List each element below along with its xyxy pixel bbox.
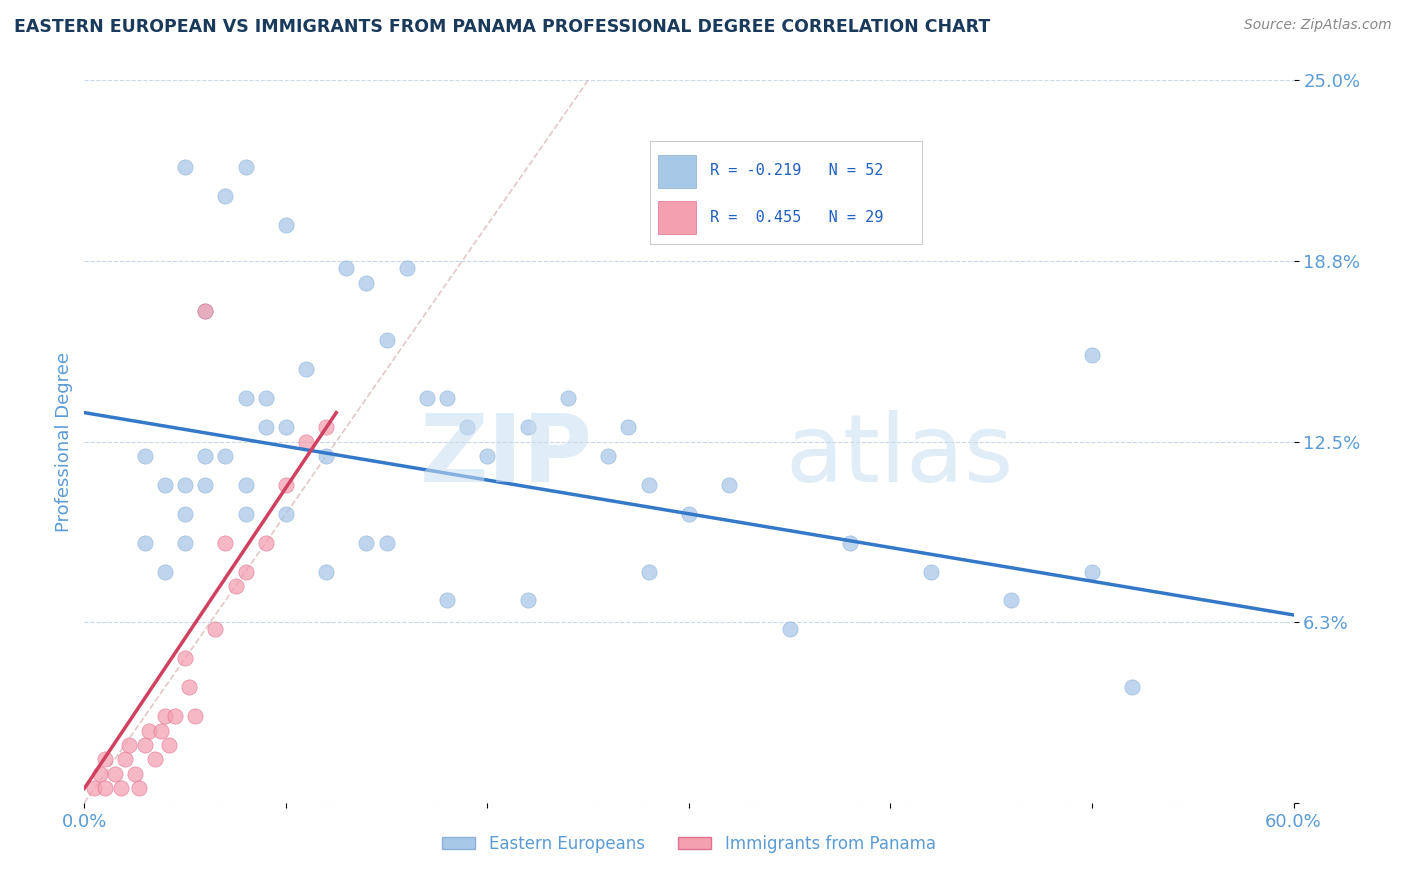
Point [149, 723, 172, 738]
Point [375, 334, 398, 348]
Point [235, 391, 257, 405]
Point [235, 160, 257, 174]
Point [678, 507, 700, 521]
Legend: Eastern Europeans, Immigrants from Panama: Eastern Europeans, Immigrants from Panam… [436, 828, 942, 860]
Point [1121, 680, 1143, 694]
Point [214, 449, 236, 463]
Point [436, 593, 458, 607]
Point [128, 781, 150, 796]
Point [157, 738, 180, 752]
Point [274, 478, 297, 492]
Text: R = -0.219   N = 52: R = -0.219 N = 52 [710, 163, 883, 178]
FancyBboxPatch shape [658, 201, 696, 234]
Point [356, 276, 378, 290]
Point [134, 535, 156, 549]
Text: Source: ZipAtlas.com: Source: ZipAtlas.com [1244, 18, 1392, 32]
Point [174, 507, 197, 521]
Point [153, 709, 176, 723]
Text: atlas: atlas [786, 410, 1014, 502]
Point [295, 434, 318, 449]
Point [1081, 565, 1104, 579]
Point [184, 709, 207, 723]
Point [124, 767, 146, 781]
Point [93, 752, 115, 766]
Point [214, 189, 236, 203]
Point [174, 651, 197, 665]
Point [1000, 593, 1022, 607]
Point [839, 535, 862, 549]
Point [134, 449, 156, 463]
Point [235, 507, 257, 521]
Point [617, 420, 640, 434]
Point [456, 420, 478, 434]
Point [315, 449, 337, 463]
Point [779, 623, 801, 637]
Point [93, 781, 115, 796]
Point [1081, 348, 1104, 362]
Point [254, 535, 277, 549]
Y-axis label: Professional Degree: Professional Degree [55, 351, 73, 532]
Point [254, 420, 277, 434]
Point [83, 781, 105, 796]
Point [375, 535, 398, 549]
Point [254, 391, 277, 405]
Point [134, 738, 156, 752]
Point [194, 478, 217, 492]
Point [194, 449, 217, 463]
Point [274, 420, 297, 434]
Point [274, 218, 297, 232]
Point [104, 767, 127, 781]
Point [637, 478, 659, 492]
Point [416, 391, 439, 405]
Point [516, 593, 538, 607]
Point [295, 362, 318, 376]
Point [174, 478, 197, 492]
Point [110, 781, 132, 796]
Point [225, 579, 247, 593]
Point [557, 391, 579, 405]
Point [920, 565, 942, 579]
Point [165, 709, 187, 723]
Point [153, 565, 176, 579]
Point [194, 304, 217, 318]
Point [235, 478, 257, 492]
Point [274, 507, 297, 521]
Point [395, 261, 418, 276]
Text: ZIP: ZIP [419, 410, 592, 502]
Point [153, 478, 176, 492]
Point [194, 304, 217, 318]
Point [114, 752, 136, 766]
Point [315, 420, 337, 434]
Point [89, 767, 111, 781]
Text: EASTERN EUROPEAN VS IMMIGRANTS FROM PANAMA PROFESSIONAL DEGREE CORRELATION CHART: EASTERN EUROPEAN VS IMMIGRANTS FROM PANA… [14, 18, 990, 36]
Text: R =  0.455   N = 29: R = 0.455 N = 29 [710, 210, 883, 225]
Point [436, 391, 458, 405]
Point [174, 160, 197, 174]
FancyBboxPatch shape [658, 155, 696, 187]
Point [138, 723, 160, 738]
Point [179, 680, 201, 694]
Point [214, 535, 236, 549]
Point [335, 261, 357, 276]
Point [118, 738, 141, 752]
Point [174, 535, 197, 549]
Point [598, 449, 620, 463]
Point [477, 449, 499, 463]
Point [516, 420, 538, 434]
Point [204, 623, 226, 637]
Point [637, 565, 659, 579]
Point [235, 565, 257, 579]
Point [315, 565, 337, 579]
Point [143, 752, 166, 766]
Point [356, 535, 378, 549]
Point [718, 478, 741, 492]
